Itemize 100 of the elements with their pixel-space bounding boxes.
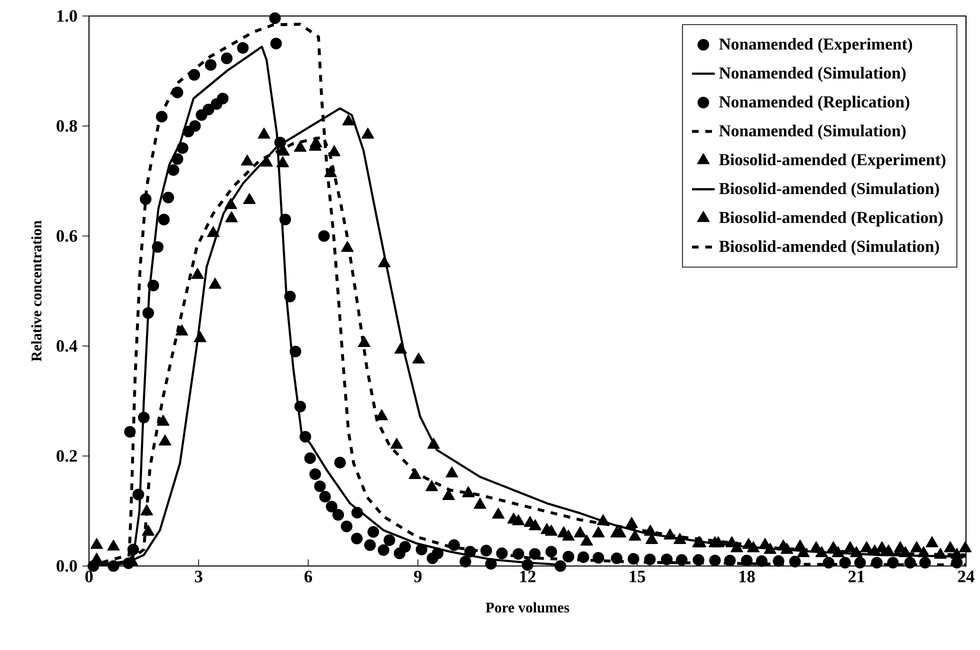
point xyxy=(592,552,604,564)
point xyxy=(394,342,407,354)
point xyxy=(416,544,428,556)
point xyxy=(426,480,438,492)
point xyxy=(237,42,249,54)
y-axis-title: Relative concentration xyxy=(31,220,42,362)
point xyxy=(188,69,200,81)
point xyxy=(664,528,676,540)
point xyxy=(324,166,337,178)
point xyxy=(274,136,286,148)
point xyxy=(341,240,354,252)
x-tick-label: 18 xyxy=(739,570,755,582)
x-tick-label: 9 xyxy=(414,570,422,582)
point xyxy=(926,536,938,548)
point xyxy=(580,534,593,546)
point xyxy=(279,214,292,226)
point xyxy=(269,12,281,24)
point xyxy=(610,526,623,538)
point xyxy=(919,556,931,568)
y-tick-label: 0.8 xyxy=(56,120,78,132)
legend-label: Nonamended (Simulation) xyxy=(719,66,906,82)
y-tick-label: 0.4 xyxy=(56,340,78,352)
point xyxy=(512,548,524,560)
point xyxy=(578,551,590,563)
point xyxy=(270,38,282,50)
point xyxy=(191,268,204,279)
point xyxy=(950,548,964,559)
point xyxy=(351,506,364,518)
point xyxy=(277,144,290,156)
point xyxy=(850,546,863,558)
point xyxy=(378,256,391,268)
point xyxy=(628,553,640,565)
point xyxy=(448,539,460,551)
point xyxy=(480,544,492,556)
point xyxy=(412,352,425,364)
point xyxy=(492,508,505,519)
point xyxy=(660,554,673,566)
legend-label: Nonamended (Replication) xyxy=(719,96,910,111)
legend-label: Biosolid-amended (Experiment) xyxy=(719,154,946,169)
point xyxy=(276,156,289,168)
point xyxy=(822,556,834,568)
point xyxy=(384,534,396,546)
point xyxy=(674,533,686,544)
point xyxy=(399,540,411,553)
point xyxy=(496,548,508,560)
point xyxy=(224,198,238,209)
point xyxy=(142,307,154,319)
point xyxy=(545,546,558,558)
point xyxy=(208,278,222,289)
point xyxy=(917,546,930,558)
x-axis-title: Pore volumes xyxy=(486,602,570,613)
point xyxy=(294,140,306,152)
point xyxy=(854,556,866,568)
point xyxy=(124,426,136,438)
point xyxy=(644,524,657,536)
point xyxy=(319,490,331,502)
point xyxy=(596,514,610,526)
point xyxy=(644,554,656,566)
point xyxy=(140,193,152,205)
point xyxy=(328,145,340,156)
point xyxy=(176,324,188,336)
point xyxy=(216,92,229,104)
point xyxy=(574,526,586,538)
point xyxy=(332,509,344,521)
point xyxy=(692,554,704,566)
point xyxy=(243,193,256,204)
point xyxy=(887,556,899,568)
x-tick-label: 3 xyxy=(194,570,202,582)
y-tick-label: 0.2 xyxy=(56,450,77,462)
point xyxy=(676,554,688,566)
point xyxy=(432,548,444,560)
point xyxy=(789,556,801,568)
point xyxy=(314,480,326,492)
point xyxy=(464,546,476,558)
point xyxy=(367,526,380,538)
point xyxy=(142,524,154,536)
point xyxy=(294,400,306,412)
point xyxy=(910,541,923,552)
point xyxy=(152,241,164,253)
point xyxy=(168,164,180,176)
point xyxy=(485,558,497,570)
point xyxy=(132,488,144,500)
point xyxy=(460,556,472,568)
point xyxy=(959,541,972,552)
legend-label: Biosolid-amended (Replication) xyxy=(719,211,943,226)
x-tick-label: 0 xyxy=(85,570,93,582)
point xyxy=(724,554,736,566)
point xyxy=(772,555,784,567)
point xyxy=(240,154,254,166)
point xyxy=(839,556,851,568)
y-tick-label: 0.0 xyxy=(56,560,77,572)
point xyxy=(156,110,168,122)
point xyxy=(326,500,338,512)
point xyxy=(362,128,374,139)
point xyxy=(284,290,296,302)
point xyxy=(189,120,201,132)
x-tick-label: 21 xyxy=(848,570,864,582)
point xyxy=(342,114,355,126)
point xyxy=(628,530,642,541)
point xyxy=(364,539,376,551)
